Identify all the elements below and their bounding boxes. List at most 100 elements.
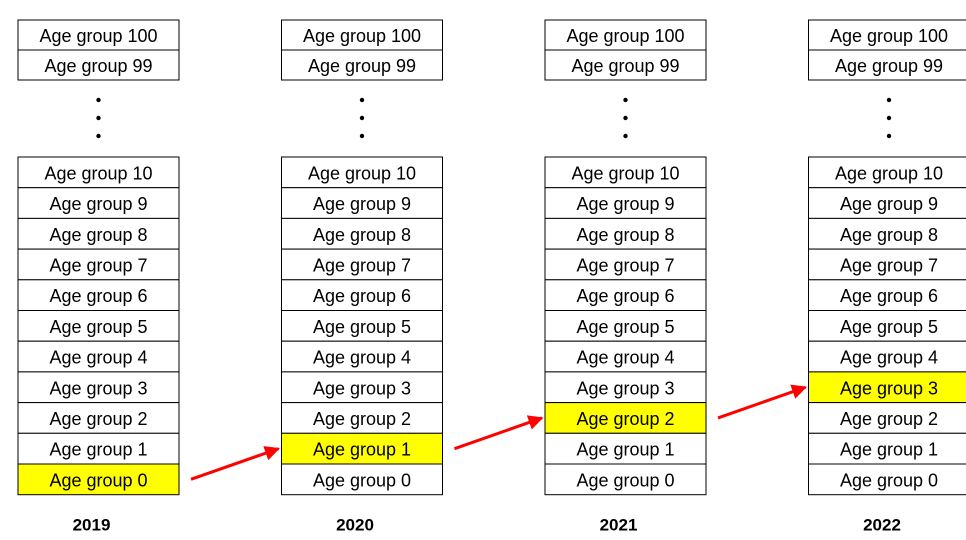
age-label: Age group 8 — [49, 225, 147, 245]
age-column: Age group 100 Age group 99 Age group 10 Age… — [808, 19, 966, 496]
age-label: Age group 9 — [840, 194, 938, 214]
age-label: Age group 4 — [313, 348, 411, 368]
age-column: Age group 100 Age group 99 Age group 10 Age… — [17, 19, 180, 496]
ellipsis-dot — [359, 133, 365, 139]
age-cell — [281, 463, 443, 496]
age-label: Age group 0 — [576, 470, 674, 490]
age-label: Age group 3 — [313, 378, 411, 398]
age-cell — [281, 310, 443, 342]
age-cell — [281, 187, 443, 219]
age-label: Age group 4 — [576, 348, 674, 368]
ellipsis-dot — [886, 115, 892, 121]
highlighted-cell — [281, 432, 443, 465]
age-label: Age group 6 — [313, 286, 411, 306]
age-label: Age group 5 — [576, 317, 674, 337]
age-label: Age group 100 — [39, 26, 157, 46]
age-label: Age group 8 — [840, 225, 938, 245]
age-cell — [808, 217, 966, 250]
age-label: Age group 7 — [313, 255, 411, 275]
age-label: Age group 3 — [840, 378, 938, 398]
age-cell — [544, 463, 707, 496]
age-cell — [17, 49, 180, 81]
age-cell — [544, 217, 707, 250]
age-cell — [544, 156, 707, 189]
age-label: Age group 3 — [576, 378, 674, 398]
age-label: Age group 3 — [49, 378, 147, 398]
ellipsis-dot — [96, 97, 101, 103]
age-label: Age group 9 — [576, 194, 674, 214]
age-cell — [281, 279, 443, 311]
age-cell — [17, 371, 180, 404]
age-label: Age group 4 — [840, 348, 938, 368]
age-cell — [808, 310, 966, 342]
age-label: Age group 2 — [576, 409, 674, 429]
age-label: Age group 7 — [49, 255, 147, 275]
age-cell — [281, 49, 443, 81]
age-cell — [544, 19, 707, 51]
age-label: Age group 2 — [840, 409, 938, 429]
age-cell — [281, 156, 443, 189]
age-label: Age group 5 — [313, 317, 411, 337]
age-label: Age group 100 — [566, 26, 684, 46]
age-label: Age group 99 — [308, 56, 416, 76]
age-cell — [281, 371, 443, 404]
age-label: Age group 8 — [313, 225, 411, 245]
age-cell — [808, 402, 966, 434]
age-cell — [281, 340, 443, 373]
age-label: Age group 1 — [576, 440, 674, 460]
year-label: 2021 — [600, 516, 638, 535]
age-label: Age group 100 — [830, 26, 948, 46]
age-column: Age group 100 Age group 99 Age group 10 Age… — [544, 19, 707, 496]
ellipsis-dot — [96, 133, 101, 139]
ellipsis-dot — [623, 97, 628, 103]
age-label: Age group 10 — [835, 163, 943, 183]
age-cell — [808, 248, 966, 281]
year-label: 2022 — [863, 516, 901, 535]
arrow — [190, 446, 280, 481]
age-label: Age group 6 — [49, 286, 147, 306]
age-label: Age group 6 — [840, 286, 938, 306]
ellipsis-dot — [623, 133, 628, 139]
age-label: Age group 7 — [840, 255, 938, 275]
age-label: Age group 99 — [835, 56, 943, 76]
age-cell — [17, 432, 180, 465]
age-label: Age group 2 — [49, 409, 147, 429]
age-cell — [281, 402, 443, 434]
year-label: 2020 — [336, 516, 374, 535]
age-label: Age group 9 — [313, 194, 411, 214]
age-label: Age group 2 — [313, 409, 411, 429]
age-label: Age group 5 — [840, 317, 938, 337]
highlighted-cell — [544, 402, 707, 434]
year-label: 2019 — [73, 516, 111, 535]
age-cell — [281, 217, 443, 250]
age-cell — [17, 19, 180, 51]
age-label: Age group 0 — [840, 470, 938, 490]
age-label: Age group 10 — [308, 163, 416, 183]
age-label: Age group 5 — [49, 317, 147, 337]
age-label: Age group 0 — [313, 470, 411, 490]
arrow — [717, 384, 807, 420]
age-label: Age group 10 — [571, 163, 679, 183]
age-cell — [17, 187, 180, 219]
age-label: Age group 99 — [44, 56, 152, 76]
age-label: Age group 8 — [576, 225, 674, 245]
age-cell — [17, 402, 180, 434]
age-label: Age group 100 — [303, 26, 421, 46]
age-label: Age group 99 — [571, 56, 679, 76]
arrow — [454, 415, 544, 451]
highlighted-cell — [808, 371, 966, 404]
ellipsis-dot — [623, 115, 628, 121]
age-label: Age group 0 — [49, 470, 147, 490]
age-column: Age group 100 Age group 99 Age group 10 Age… — [281, 19, 443, 496]
age-label: Age group 1 — [840, 440, 938, 460]
age-label: Age group 4 — [49, 348, 147, 368]
age-cell — [544, 279, 707, 311]
age-label: Age group 9 — [49, 194, 147, 214]
age-cell — [17, 248, 180, 281]
age-cell — [281, 19, 443, 51]
ellipsis-dot — [886, 97, 892, 103]
age-cell — [544, 371, 707, 404]
age-cell — [281, 248, 443, 281]
ellipsis-dot — [96, 115, 101, 121]
